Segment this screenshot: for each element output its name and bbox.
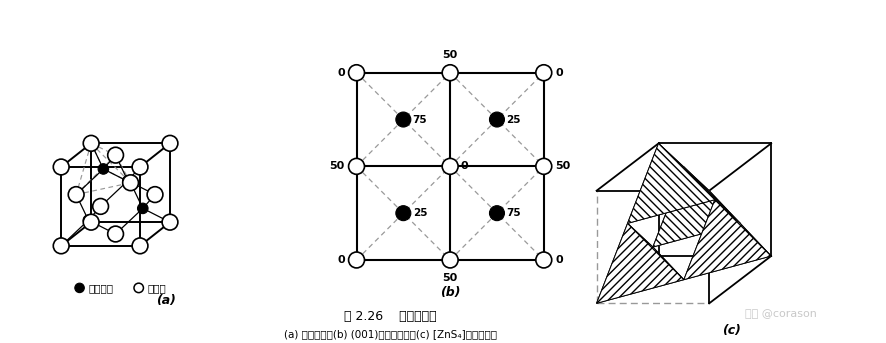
Circle shape: [442, 65, 457, 81]
Text: 图 2.26    闪锡矿结构: 图 2.26 闪锡矿结构: [344, 310, 436, 323]
Text: (c): (c): [721, 323, 741, 336]
Circle shape: [132, 238, 148, 254]
Circle shape: [147, 187, 163, 202]
Text: (b): (b): [439, 286, 460, 299]
Polygon shape: [627, 143, 683, 223]
Circle shape: [107, 226, 123, 242]
Text: 75: 75: [412, 115, 427, 125]
Polygon shape: [683, 200, 739, 280]
Text: 25: 25: [506, 115, 520, 125]
Polygon shape: [683, 167, 739, 223]
Polygon shape: [652, 167, 709, 247]
Text: 0: 0: [460, 161, 468, 172]
Circle shape: [134, 283, 144, 293]
Text: 0: 0: [555, 68, 563, 78]
Text: 50: 50: [442, 50, 457, 60]
Polygon shape: [683, 223, 770, 280]
Circle shape: [132, 159, 148, 175]
Circle shape: [68, 187, 84, 202]
Circle shape: [535, 65, 551, 81]
Circle shape: [395, 206, 410, 221]
Circle shape: [98, 164, 108, 174]
Text: 50: 50: [555, 161, 570, 172]
Polygon shape: [714, 200, 770, 256]
Circle shape: [83, 214, 99, 230]
Text: 0: 0: [337, 255, 345, 265]
Circle shape: [535, 158, 551, 174]
Polygon shape: [627, 223, 683, 280]
Polygon shape: [596, 247, 683, 303]
Polygon shape: [596, 223, 652, 303]
Polygon shape: [627, 167, 714, 223]
Circle shape: [162, 214, 178, 230]
Polygon shape: [627, 143, 714, 223]
Polygon shape: [652, 191, 739, 247]
Text: 50: 50: [330, 161, 345, 172]
Circle shape: [83, 215, 94, 225]
Circle shape: [137, 203, 148, 214]
Text: 25: 25: [412, 208, 427, 218]
Polygon shape: [596, 223, 683, 303]
Circle shape: [93, 199, 108, 214]
Text: 50: 50: [442, 273, 457, 283]
Circle shape: [535, 252, 551, 268]
Circle shape: [442, 252, 457, 268]
Circle shape: [74, 283, 84, 293]
Text: (a): (a): [156, 295, 176, 307]
Polygon shape: [657, 143, 714, 200]
Text: 阴离子: 阴离子: [148, 283, 167, 293]
Circle shape: [395, 112, 410, 127]
Polygon shape: [683, 200, 770, 280]
Circle shape: [83, 135, 99, 151]
Text: 阳离子；: 阳离子；: [89, 283, 113, 293]
Circle shape: [348, 252, 364, 268]
Circle shape: [53, 159, 69, 175]
Text: 75: 75: [506, 208, 520, 218]
Text: 0: 0: [337, 68, 345, 78]
Text: (a) 晶胞结构；(b) (001)面上的投影；(c) [ZnS₄]分布及连接: (a) 晶胞结构；(b) (001)面上的投影；(c) [ZnS₄]分布及连接: [284, 329, 496, 339]
Circle shape: [122, 176, 133, 186]
Circle shape: [442, 158, 457, 174]
Circle shape: [107, 147, 123, 163]
Circle shape: [162, 135, 178, 151]
Circle shape: [53, 238, 69, 254]
Circle shape: [348, 158, 364, 174]
Text: 0: 0: [555, 255, 563, 265]
Text: 知乎 @corason: 知乎 @corason: [743, 309, 816, 319]
Circle shape: [122, 175, 138, 191]
Polygon shape: [652, 167, 739, 247]
Circle shape: [489, 112, 504, 127]
Circle shape: [348, 65, 364, 81]
Circle shape: [489, 206, 504, 221]
